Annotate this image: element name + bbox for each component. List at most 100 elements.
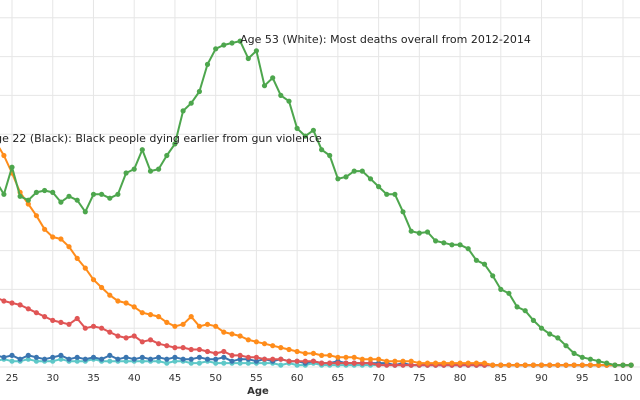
data-point-black [506, 362, 512, 368]
data-point-white [229, 40, 235, 46]
data-point-hispanic [156, 341, 162, 347]
data-point-native-american [278, 362, 284, 368]
series-group [0, 38, 634, 368]
data-point-hispanic [147, 337, 154, 343]
data-point-white [9, 164, 15, 170]
x-axis-ticks: 25 30 35 40 45 50 55 60 65 70 75 80 85 90 95 100 [6, 373, 633, 384]
data-point-black [473, 360, 479, 366]
data-point-black [514, 362, 520, 368]
data-point-white [123, 170, 129, 176]
x-tick-label-40: 40 [128, 373, 141, 384]
data-point-white [367, 176, 374, 182]
data-point-white [164, 152, 170, 159]
data-point-white [596, 358, 602, 364]
data-point-asian-pacific-islander [131, 356, 137, 362]
data-point-white [587, 356, 594, 362]
data-point-black [351, 354, 357, 360]
x-tick-label-80: 80 [454, 373, 467, 384]
data-point-hispanic [302, 358, 308, 364]
data-point-black [359, 356, 365, 362]
data-point-white [327, 152, 333, 159]
data-point-asian-pacific-islander [221, 354, 227, 360]
data-point-white [359, 168, 365, 174]
data-point-asian-pacific-islander [82, 356, 88, 362]
data-point-white [563, 343, 569, 349]
data-point-asian-pacific-islander [17, 356, 23, 362]
data-point-hispanic [221, 348, 227, 355]
data-point-white [213, 46, 219, 52]
data-point-hispanic [90, 323, 97, 329]
data-point-asian-pacific-islander [107, 352, 113, 358]
data-point-black [180, 321, 186, 327]
data-point-hispanic [123, 335, 129, 341]
data-point-white [42, 187, 48, 194]
data-point-black [245, 337, 251, 343]
data-point-black [441, 360, 447, 366]
x-tick-label-65: 65 [331, 373, 344, 384]
data-point-asian-pacific-islander [229, 358, 235, 364]
data-point-black [278, 345, 284, 351]
data-point-native-american [164, 360, 170, 366]
data-point-black [294, 348, 300, 355]
data-point-black [50, 234, 56, 240]
data-point-white [579, 354, 585, 360]
data-point-asian-pacific-islander [123, 354, 129, 360]
data-point-white [538, 325, 545, 331]
x-tick-label-85: 85 [494, 373, 507, 384]
data-point-asian-pacific-islander [172, 354, 178, 360]
data-point-black [563, 362, 569, 368]
data-point-black [188, 314, 194, 320]
data-point-white [180, 108, 186, 114]
data-point-asian-pacific-islander [139, 354, 145, 360]
data-point-black [1, 152, 7, 159]
data-point-hispanic [213, 350, 219, 356]
data-point-white [58, 199, 64, 205]
data-point-hispanic [66, 321, 72, 327]
data-point-black [538, 362, 545, 368]
x-tick-label-95: 95 [576, 373, 589, 384]
data-point-black [596, 362, 602, 368]
data-point-white [221, 42, 227, 48]
annotation-1: Age 53 (White): Most deaths overall from… [240, 33, 531, 46]
data-point-asian-pacific-islander [42, 356, 48, 362]
data-point-white [530, 317, 537, 323]
data-point-hispanic [74, 315, 80, 322]
data-point-white [384, 191, 390, 197]
data-point-white [351, 168, 357, 174]
data-point-black [587, 362, 594, 368]
data-point-hispanic [359, 360, 365, 366]
data-point-asian-pacific-islander [33, 354, 40, 360]
data-point-black [465, 360, 471, 366]
data-point-white [376, 184, 382, 190]
data-point-hispanic [42, 314, 48, 320]
data-point-black [571, 362, 577, 368]
data-point-white [441, 240, 447, 246]
x-tick-label-55: 55 [250, 373, 263, 384]
data-point-black [555, 362, 561, 368]
x-axis-title: Age [247, 386, 269, 397]
data-point-black [498, 362, 504, 368]
data-point-white [424, 229, 431, 235]
data-point-black [579, 362, 585, 368]
data-point-black [384, 358, 390, 364]
data-point-black [42, 226, 48, 232]
data-point-hispanic [139, 339, 145, 345]
data-point-native-american [172, 358, 178, 364]
data-point-asian-pacific-islander [99, 356, 105, 362]
data-point-asian-pacific-islander [156, 354, 162, 360]
data-point-hispanic [204, 348, 211, 355]
data-point-black [335, 354, 341, 360]
data-point-white [490, 273, 496, 279]
data-point-white [107, 195, 113, 201]
data-point-asian-pacific-islander [213, 356, 219, 362]
data-point-white [506, 290, 512, 296]
data-point-black [408, 358, 414, 364]
data-point-hispanic [107, 329, 113, 335]
data-point-white [628, 362, 634, 368]
x-tick-label-100: 100 [613, 373, 632, 384]
data-point-native-american [188, 360, 194, 366]
series-white [0, 38, 634, 368]
data-point-black [416, 360, 422, 366]
data-point-white [156, 166, 162, 172]
data-point-hispanic [261, 356, 268, 362]
